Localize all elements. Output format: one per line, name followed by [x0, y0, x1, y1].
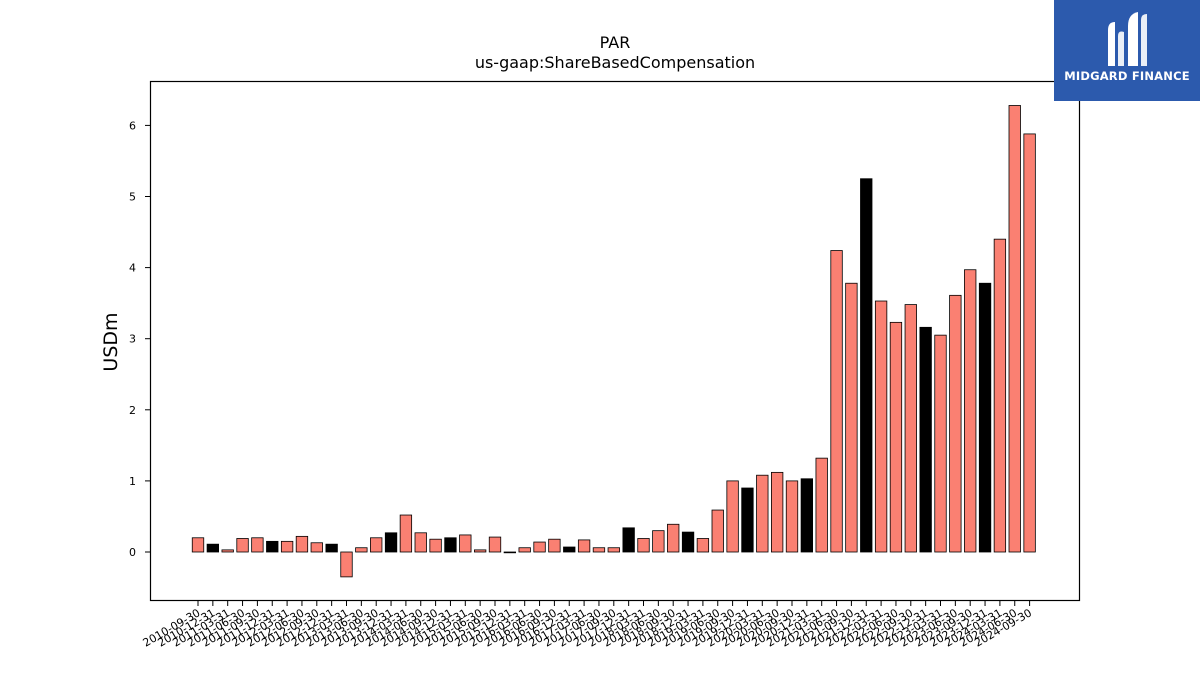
y-tick-label: 3	[129, 333, 136, 346]
y-axis-ticks: 0 1 2 3 4 5 6	[129, 119, 150, 559]
chart-subtitle: us-gaap:ShareBasedCompensation	[475, 53, 755, 72]
bar-2014-06-30	[414, 532, 427, 553]
bar-2012-12-31	[325, 543, 338, 553]
bar-2018-12-31	[681, 531, 695, 553]
bar-2011-03-31	[221, 549, 234, 553]
bar-2016-03-31	[518, 547, 531, 553]
bar-2019-09-30	[726, 480, 739, 553]
bar-2011-12-31	[266, 540, 279, 553]
y-tick-label: 2	[129, 404, 136, 417]
bar-2016-12-31	[563, 546, 576, 553]
bar-2024-09-30	[1023, 133, 1036, 553]
bar-2021-03-31	[815, 457, 828, 553]
bar-2022-09-30	[904, 304, 917, 553]
x-axis-ticks: 2010-09-302010-12-312011-03-312011-06-30…	[141, 601, 1034, 650]
y-tick-label: 6	[129, 119, 136, 132]
bar-2015-12-31	[503, 551, 517, 554]
bar-2014-03-31	[399, 514, 413, 553]
bar-2023-06-30	[949, 294, 962, 553]
bar-2020-06-30	[771, 471, 784, 553]
midgard-logo-icon	[1108, 12, 1147, 66]
bar-2012-06-30	[295, 535, 309, 553]
bar-2014-12-31	[444, 537, 457, 553]
bar-2016-09-30	[548, 538, 561, 553]
y-tick-label: 5	[129, 191, 136, 204]
y-tick-label: 4	[129, 262, 136, 275]
bar-2013-12-31	[384, 532, 398, 553]
bar-2020-03-31	[756, 474, 769, 553]
bar-2019-12-31	[741, 487, 754, 553]
bar-2024-06-30	[1008, 105, 1021, 553]
y-axis-label: USDm	[100, 312, 122, 371]
bar-2017-03-31	[577, 539, 591, 553]
bar-2011-09-30	[251, 537, 264, 553]
chart-title: PAR	[600, 33, 631, 52]
bar-2012-09-30	[310, 542, 323, 553]
bar-2015-06-30	[473, 549, 487, 553]
bar-2014-09-30	[429, 538, 442, 553]
bar-2012-03-31	[280, 540, 294, 553]
bar-2010-09-30	[191, 537, 205, 553]
bar-2020-12-31	[800, 478, 813, 553]
bar-2013-06-30	[355, 547, 368, 553]
bar-2018-06-30	[652, 530, 665, 553]
bar-2021-09-30	[845, 282, 858, 553]
bar-2022-06-30	[889, 321, 903, 553]
bar-2020-09-30	[785, 480, 799, 553]
bar-2023-12-31	[978, 282, 992, 553]
bar-2019-03-31	[696, 538, 710, 553]
bar-2018-09-30	[667, 523, 680, 553]
bar-2013-03-31	[340, 551, 353, 578]
bar-2024-03-31	[993, 238, 1007, 553]
bar-2022-03-31	[874, 300, 888, 553]
bar-2016-06-30	[533, 541, 546, 553]
bar-2013-09-30	[370, 537, 383, 553]
plot-frame	[149, 80, 1081, 602]
bar-2015-09-30	[488, 536, 502, 553]
y-tick-label: 1	[129, 475, 136, 488]
bar-2021-06-30	[830, 250, 843, 553]
bar-2017-09-30	[607, 547, 620, 553]
bar-2021-12-31	[860, 178, 873, 553]
bar-2010-12-31	[206, 543, 220, 553]
bar-2023-09-30	[964, 269, 977, 553]
bar-2019-06-30	[711, 509, 724, 553]
bar-2011-06-30	[236, 538, 249, 553]
bar-2022-12-31	[919, 326, 932, 553]
y-tick-label: 0	[129, 546, 136, 559]
bar-2017-06-30	[592, 547, 606, 553]
bar-2023-03-31	[934, 334, 947, 553]
bars-group	[191, 105, 1036, 578]
logo-text: MIDGARD FINANCE	[1064, 69, 1190, 83]
bar-2015-03-31	[459, 534, 472, 553]
bar-2017-12-31	[622, 527, 635, 553]
bar-2018-03-31	[637, 538, 650, 553]
midgard-finance-logo: MIDGARD FINANCE	[1054, 0, 1200, 101]
